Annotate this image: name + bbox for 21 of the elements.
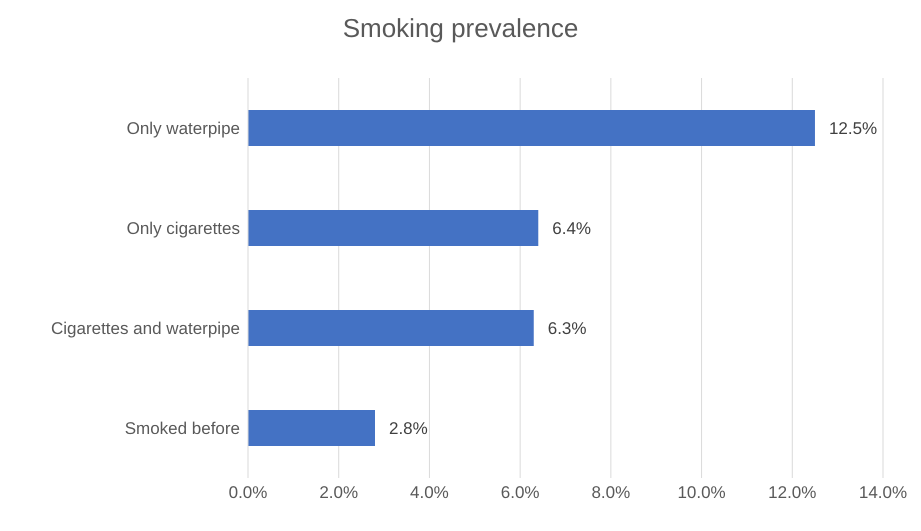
bar — [248, 410, 375, 446]
chart-title: Smoking prevalence — [342, 12, 580, 45]
x-tick-label: 8.0% — [591, 483, 630, 502]
y-tick-label: Only waterpipe — [126, 119, 240, 138]
bar — [248, 210, 538, 246]
x-tick-label: 12.0% — [768, 483, 816, 502]
x-tick-label: 14.0% — [858, 483, 908, 502]
y-tick-label: Only cigarettes — [126, 219, 240, 238]
data-label: 2.8% — [389, 419, 428, 438]
y-tick-label: Cigarettes and waterpipe — [50, 319, 240, 338]
y-tick-label: Smoked before — [124, 419, 240, 438]
x-tick-label: 0.0% — [228, 483, 268, 502]
x-tick-label: 4.0% — [410, 483, 449, 502]
x-tick-label: 2.0% — [319, 483, 358, 502]
data-label: 6.3% — [548, 319, 586, 338]
bar — [248, 110, 815, 146]
data-label: 12.5% — [828, 119, 878, 138]
bar — [248, 310, 534, 346]
x-tick-label: 10.0% — [677, 483, 726, 502]
x-tick-label: 6.0% — [500, 483, 540, 502]
data-label: 6.4% — [552, 219, 592, 238]
